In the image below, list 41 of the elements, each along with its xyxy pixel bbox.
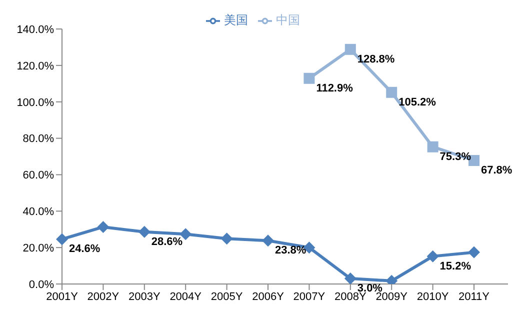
point [427,141,438,152]
point [426,250,439,262]
y-tick-label: 0.0% [28,278,54,291]
data-label: 67.8% [481,164,512,177]
x-tick-label: 2003Y [128,290,161,303]
data-label: 24.6% [69,243,100,256]
y-tick-label: 60.0% [22,170,54,182]
x-tick-label: 2001Y [46,290,79,303]
point [386,86,398,98]
y-tick-label: 140.0% [16,24,54,36]
data-label: 112.9% [316,82,354,94]
y-tick-label: 40.0% [22,206,54,218]
legend-label: 中国 [276,13,300,27]
x-tick-label: 2004Y [170,290,202,303]
y-tick-label: 120.0% [16,60,54,72]
data-label: 75.3% [440,150,472,163]
y-tick-label: 100.0% [16,96,54,109]
data-label: 128.8% [357,53,395,66]
x-tick-label: 2002Y [87,290,120,303]
y-tick-label: 80.0% [22,133,54,146]
legend-label: 美国 [224,13,248,27]
data-label: 105.2% [398,96,436,108]
x-tick-label: 2006Y [252,290,285,303]
point [304,72,315,84]
x-tick-label: 2009Y [376,290,408,303]
point [97,220,110,233]
x-tick-label: 2005Y [210,290,244,303]
point [468,246,480,258]
data-label: 15.2% [440,260,472,272]
x-tick-label: 2011Y [458,290,490,303]
point [344,272,356,284]
y-tick-label: 20.0% [22,242,54,254]
point [56,233,68,246]
data-label: 23.8% [275,244,306,257]
point [344,44,356,55]
point [138,226,150,238]
x-tick-label: 2010Y [416,290,450,303]
point [220,232,233,245]
data-label: 28.6% [151,236,183,248]
point [262,234,274,247]
x-tick-label: 2007Y [293,290,326,303]
